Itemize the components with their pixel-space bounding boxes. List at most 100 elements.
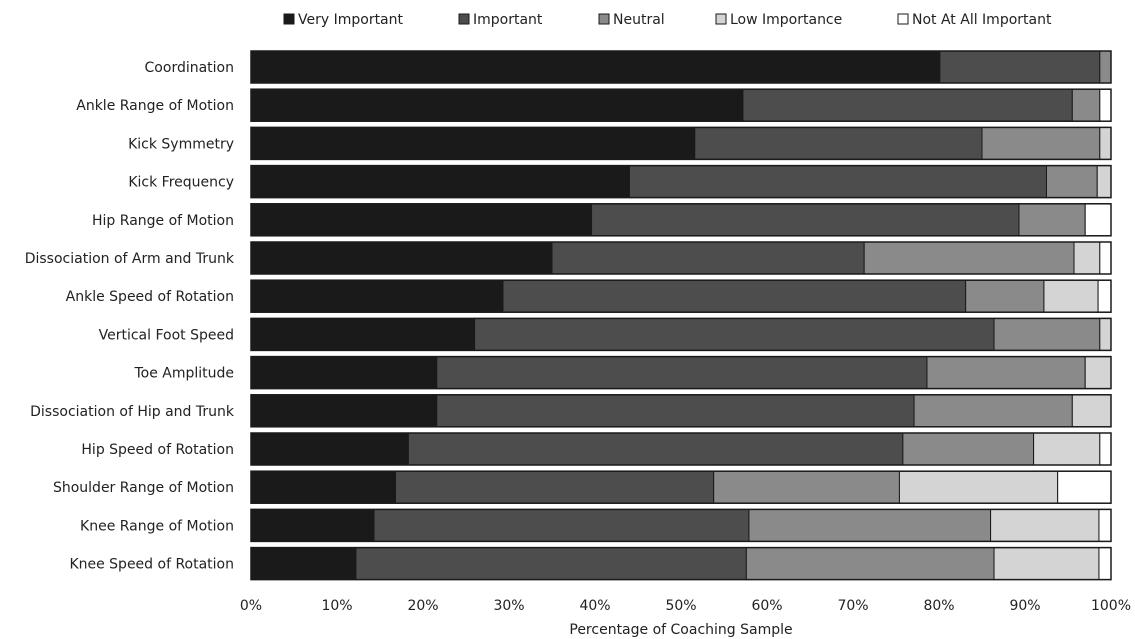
bar-segment xyxy=(1033,432,1101,466)
category-label: Hip Range of Motion xyxy=(92,213,234,229)
bar-segment xyxy=(250,470,396,504)
bar-segment xyxy=(628,165,1048,199)
bar-outline xyxy=(250,279,1112,313)
legend-swatch xyxy=(458,13,470,25)
bar-outline xyxy=(250,50,1112,84)
category-label: Coordination xyxy=(145,60,234,76)
bar-segment xyxy=(965,279,1045,313)
bar-segment xyxy=(1073,241,1101,275)
legend-label: Important xyxy=(473,12,543,28)
bar-outline xyxy=(250,508,1112,543)
x-tick-label: 80% xyxy=(923,598,954,614)
bar-segment xyxy=(1043,279,1099,313)
bar-segment xyxy=(1099,432,1112,466)
bar-segment xyxy=(502,279,967,313)
bar-outline xyxy=(250,394,1112,428)
legend-swatch xyxy=(283,13,295,25)
bar-segment xyxy=(250,394,438,428)
bar-outline xyxy=(250,355,1112,390)
bar-segment xyxy=(250,356,438,390)
bar-segment xyxy=(1097,279,1112,313)
bar-segment xyxy=(250,126,696,160)
bar-outline xyxy=(250,470,1112,504)
bar-segment xyxy=(591,203,1020,237)
bar-segment xyxy=(250,279,504,313)
bar-segment xyxy=(1084,356,1112,390)
bar-outline xyxy=(250,241,1112,275)
bar-outline xyxy=(250,546,1112,581)
category-label: Knee Range of Motion xyxy=(80,518,234,534)
category-label: Hip Speed of Rotation xyxy=(81,442,234,458)
x-tick-label: 20% xyxy=(407,598,438,614)
legend-swatch xyxy=(715,13,727,25)
category-label: Ankle Range of Motion xyxy=(76,98,234,114)
bar-segment xyxy=(990,508,1100,542)
bar-segment xyxy=(250,165,630,199)
x-tick-label: 40% xyxy=(579,598,610,614)
category-label: Ankle Speed of Rotation xyxy=(66,289,234,305)
bar-segment xyxy=(373,508,750,542)
bar-segment xyxy=(993,547,1100,581)
bar-segment xyxy=(394,470,715,504)
bar-segment xyxy=(1099,126,1112,160)
legend-swatch xyxy=(598,13,610,25)
bar-outline xyxy=(250,432,1112,466)
category-label: Vertical Foot Speed xyxy=(99,327,234,343)
bar-segment xyxy=(1099,317,1112,351)
bar-segment xyxy=(1071,394,1112,428)
bar-segment xyxy=(993,317,1101,351)
legend: Very Important Important Neutral Low Import… xyxy=(283,12,1052,28)
bar-segment xyxy=(436,356,928,390)
bar-segment xyxy=(898,470,1059,504)
legend-label: Low Importance xyxy=(730,12,842,28)
bar-segment xyxy=(1098,547,1112,581)
legend-label: Not At All Important xyxy=(912,12,1052,28)
bar-segment xyxy=(1057,470,1112,504)
bar-segment xyxy=(436,394,915,428)
legend-label: Neutral xyxy=(613,12,665,28)
x-tick-label: 0% xyxy=(240,598,262,614)
bar-segment xyxy=(1018,203,1086,237)
bar-segment xyxy=(902,432,1035,466)
category-label: Dissociation of Hip and Trunk xyxy=(30,404,235,420)
bar-segment xyxy=(250,508,375,542)
category-label: Kick Symmetry xyxy=(128,136,234,152)
bar-segment xyxy=(1096,165,1112,199)
bar-segment xyxy=(926,356,1086,390)
x-tick-label: 90% xyxy=(1009,598,1040,614)
bar-segment xyxy=(981,126,1101,160)
bar-outline xyxy=(250,88,1112,122)
bar-segment xyxy=(250,547,357,581)
bar-segment xyxy=(474,317,995,351)
bar-outline xyxy=(250,164,1112,199)
bar-segment xyxy=(250,88,744,122)
bar-outline xyxy=(250,317,1112,352)
bar-segment xyxy=(355,547,747,581)
bar-segment xyxy=(250,241,553,275)
x-axis-title: Percentage of Coaching Sample xyxy=(569,622,792,638)
bar-segment xyxy=(551,241,865,275)
bar-segment xyxy=(407,432,904,466)
bar-segment xyxy=(1099,50,1112,84)
legend-swatch xyxy=(897,13,909,25)
bar-segment xyxy=(1071,88,1101,122)
bar-segment xyxy=(250,432,409,466)
bar-segment xyxy=(250,50,941,84)
x-tick-label: 100% xyxy=(1091,598,1131,614)
bar-segment xyxy=(1099,241,1112,275)
x-axis-ticks: 0% 10% 20% 30% 40% 50% 60% 70% 80% 90% 100% xyxy=(240,598,1131,614)
bar-segment xyxy=(939,50,1101,84)
category-label: Kick Frequency xyxy=(128,175,234,191)
bar-segment xyxy=(863,241,1075,275)
category-labels: Coordination Ankle Range of Motion Kick Sy… xyxy=(25,60,235,573)
bars xyxy=(250,50,1112,581)
bar-outline xyxy=(250,126,1112,161)
bar-segment xyxy=(1046,165,1098,199)
x-tick-label: 70% xyxy=(837,598,868,614)
x-tick-label: 30% xyxy=(493,598,524,614)
legend-label: Very Important xyxy=(298,12,404,28)
x-tick-label: 10% xyxy=(321,598,352,614)
bar-segment xyxy=(250,203,593,237)
x-tick-label: 50% xyxy=(665,598,696,614)
